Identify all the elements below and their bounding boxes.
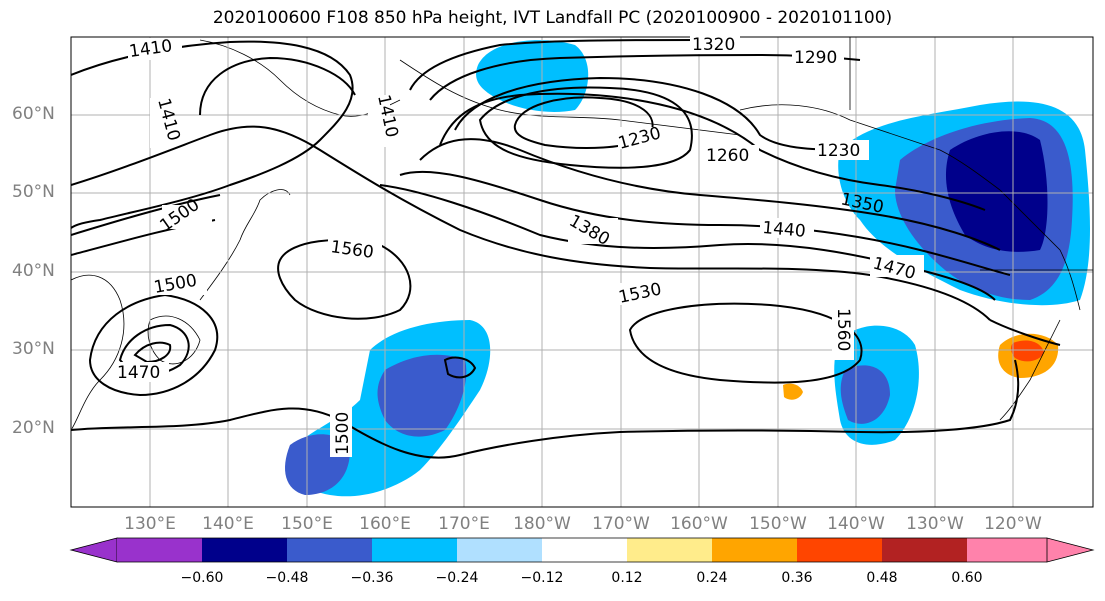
- colorbar-tick: −0.24: [435, 570, 479, 586]
- colorbar-tick: 0.24: [696, 570, 728, 586]
- height-contours: [71, 39, 1061, 459]
- contour-label: 1440: [762, 218, 807, 242]
- contour-label: 1290: [794, 48, 837, 68]
- colorbar-tick: 0.36: [781, 570, 813, 586]
- map-frame: [70, 36, 1094, 508]
- lon-label: 160°E: [359, 514, 411, 534]
- contour-label: 1320: [692, 35, 735, 55]
- contour-label: 1560: [833, 308, 853, 351]
- lon-label: 130°W: [906, 514, 964, 534]
- lon-label: 150°E: [281, 514, 333, 534]
- map-title: 2020100600 F108 850 hPa height, IVT Land…: [212, 8, 893, 28]
- lat-label: 20°N: [12, 418, 55, 438]
- colorbar: [69, 537, 1095, 563]
- contour-label: 1260: [706, 146, 749, 166]
- lon-label: 170°E: [438, 514, 490, 534]
- contour-label: 1500: [333, 412, 353, 455]
- colorbar-tick: 0.48: [866, 570, 898, 586]
- colorbar-tick: −0.12: [520, 570, 564, 586]
- lon-label: 160°W: [670, 514, 728, 534]
- colorbar-extend-min: [69, 537, 118, 563]
- lon-label: 150°W: [749, 514, 807, 534]
- colorbar-tick: 0.12: [611, 570, 643, 586]
- gridlines: [71, 37, 1093, 507]
- lon-label: 170°W: [592, 514, 650, 534]
- lon-label: 120°W: [984, 514, 1042, 534]
- lat-label: 50°N: [12, 182, 55, 202]
- lat-label: 60°N: [12, 104, 55, 124]
- contour-label: 1230: [817, 141, 860, 161]
- colorbar-extend-max: [1046, 537, 1095, 563]
- lon-label: 140°E: [202, 514, 254, 534]
- lon-label: 140°W: [827, 514, 885, 534]
- colorbar-tick: −0.36: [350, 570, 394, 586]
- contour-label-group: 1410 1410 1410 1320 1290 1230 1260 1230 …: [115, 34, 924, 457]
- colorbar-tick: −0.48: [265, 570, 309, 586]
- colorbar-tick: 0.60: [951, 570, 983, 586]
- colorbar-tick: −0.60: [180, 570, 224, 586]
- lat-label: 30°N: [12, 339, 55, 359]
- lon-label: 180°W: [513, 514, 571, 534]
- lat-label: 40°N: [12, 261, 55, 281]
- contour-label: 1470: [117, 363, 160, 383]
- lon-label: 130°E: [124, 514, 176, 534]
